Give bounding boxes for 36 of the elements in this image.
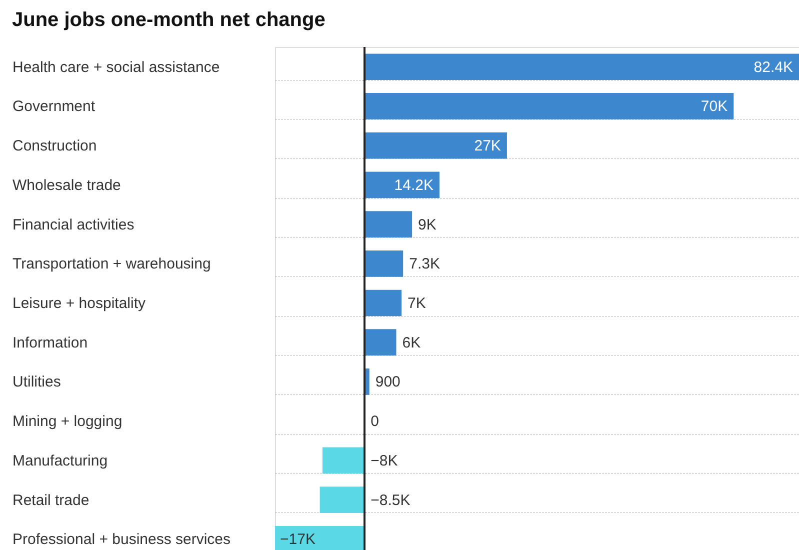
chart-title: June jobs one-month net change (12, 9, 326, 31)
bar (322, 447, 365, 474)
bar (364, 329, 396, 356)
data-label: 900 (375, 374, 400, 391)
y-tick-label: Manufacturing (12, 452, 108, 470)
data-label: −17K (280, 531, 316, 548)
y-tick-label: Construction (12, 138, 97, 155)
data-label: 7K (408, 295, 426, 312)
y-tick-label: Financial activities (12, 216, 134, 234)
data-label: 7.3K (409, 256, 440, 273)
bar (320, 486, 365, 513)
y-tick-label: Professional + business services (12, 531, 231, 548)
bar (364, 250, 404, 277)
data-label: 0 (370, 413, 379, 430)
y-tick-label: Retail trade (12, 492, 90, 509)
data-label: 70K (700, 98, 728, 116)
data-label: 82.4K (754, 58, 793, 76)
data-label: 9K (418, 216, 436, 234)
data-label: 6K (402, 334, 421, 352)
y-tick-label: Wholesale trade (12, 176, 121, 194)
y-tick-label: Leisure + hospitality (12, 295, 146, 312)
data-label: −8.5K (370, 492, 410, 509)
data-label: 27K (474, 138, 501, 155)
bar (364, 211, 412, 238)
data-label: 14.2K (394, 176, 434, 194)
bar (364, 132, 507, 159)
y-tick-label: Government (12, 98, 96, 116)
y-tick-label: Utilities (12, 374, 61, 391)
data-label: −8K (370, 452, 398, 470)
y-tick-label: Health care + social assistance (12, 58, 220, 76)
bar (364, 54, 799, 80)
y-tick-label: Transportation + warehousing (12, 256, 211, 273)
y-tick-label: Information (12, 334, 88, 352)
y-tick-label: Mining + logging (12, 413, 122, 430)
bar (364, 290, 402, 316)
bar (364, 93, 734, 120)
